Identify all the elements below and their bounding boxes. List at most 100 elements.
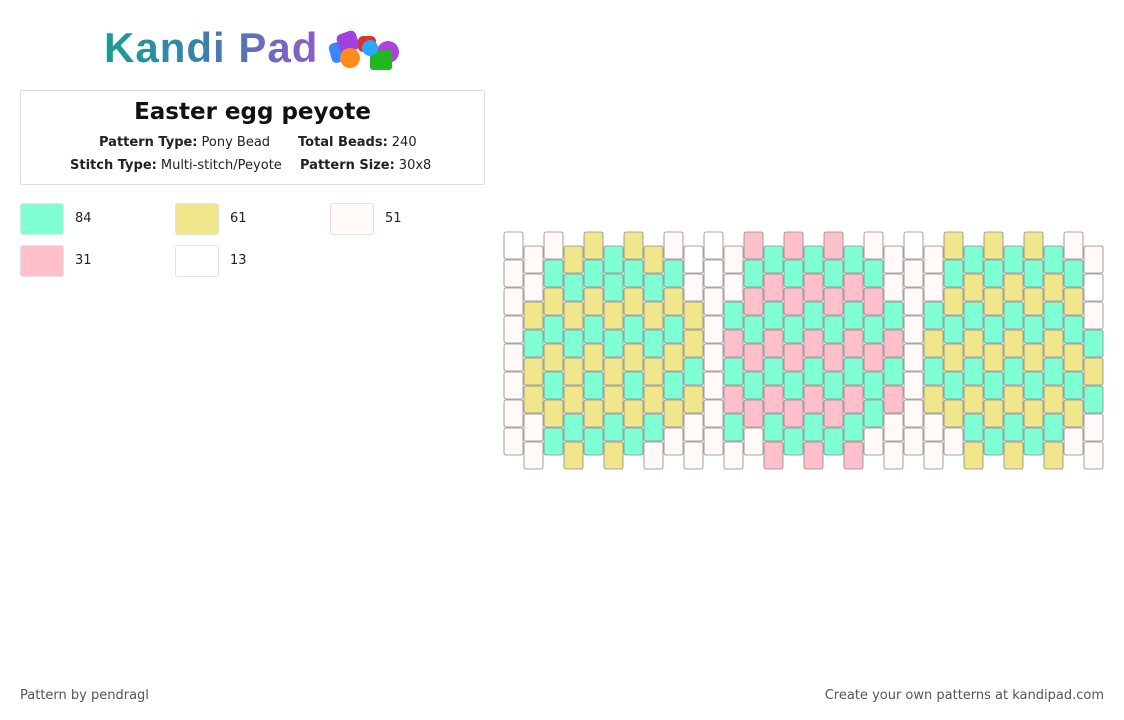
bead: [583, 315, 604, 344]
bead: [1063, 231, 1084, 260]
bead: [623, 231, 644, 260]
bead: [783, 259, 804, 288]
bead: [943, 427, 964, 456]
bead: [583, 343, 604, 372]
bead-grid: [503, 231, 1104, 470]
bead: [923, 273, 944, 302]
bead: [783, 427, 804, 456]
footer-link[interactable]: Create your own patterns at kandipad.com: [824, 688, 1104, 703]
bead: [623, 399, 644, 428]
bead: [1043, 385, 1064, 414]
bead: [1083, 273, 1104, 302]
bead: [683, 301, 704, 330]
bead: [503, 371, 524, 400]
bead: [523, 441, 544, 470]
bead: [543, 231, 564, 260]
bead: [583, 371, 604, 400]
pattern-title: Easter egg peyote: [134, 99, 371, 125]
bead: [543, 371, 564, 400]
field-label: Total Beads:: [298, 135, 388, 150]
field: Pattern Type: Pony Bead: [99, 135, 270, 150]
bead: [1043, 329, 1064, 358]
bead: [623, 315, 644, 344]
bead: [1003, 385, 1024, 414]
bead: [983, 287, 1004, 316]
bead: [883, 357, 904, 386]
bead: [703, 399, 724, 428]
bead: [503, 343, 524, 372]
bead: [663, 427, 684, 456]
bead: [803, 385, 824, 414]
bead-count: 13: [230, 253, 247, 268]
bead: [963, 245, 984, 274]
bead: [643, 301, 664, 330]
bead: [563, 441, 584, 470]
info-box: Easter egg peyote Pattern Type: Pony Bead…: [20, 90, 485, 185]
bead: [643, 385, 664, 414]
logo[interactable]: Kandi Pad: [104, 24, 319, 71]
bead: [843, 245, 864, 274]
bead: [663, 287, 684, 316]
bead: [723, 329, 744, 358]
bead: [963, 385, 984, 414]
bead: [983, 231, 1004, 260]
bead: [523, 329, 544, 358]
bead: [623, 259, 644, 288]
bead: [603, 245, 624, 274]
bead: [523, 301, 544, 330]
bead: [1043, 273, 1064, 302]
color-swatch: [20, 245, 64, 277]
bead: [563, 245, 584, 274]
bead: [723, 245, 744, 274]
bead: [1063, 399, 1084, 428]
bead: [1063, 427, 1084, 456]
bead: [643, 329, 664, 358]
bead: [903, 399, 924, 428]
bead: [763, 357, 784, 386]
bead: [743, 231, 764, 260]
bead: [983, 371, 1004, 400]
bead: [823, 343, 844, 372]
bead: [743, 287, 764, 316]
bead: [1043, 413, 1064, 442]
bead: [963, 357, 984, 386]
bead: [883, 413, 904, 442]
bead: [963, 301, 984, 330]
bead: [703, 315, 724, 344]
bead: [903, 343, 924, 372]
bead: [683, 357, 704, 386]
bead: [663, 315, 684, 344]
bead: [823, 399, 844, 428]
bead: [843, 385, 864, 414]
bead: [923, 357, 944, 386]
bead: [503, 231, 524, 260]
bead: [703, 287, 724, 316]
color-swatch: [330, 203, 374, 235]
bead: [903, 231, 924, 260]
bead: [803, 301, 824, 330]
bead: [523, 245, 544, 274]
bead: [803, 245, 824, 274]
bead: [983, 399, 1004, 428]
bead: [763, 385, 784, 414]
bead: [603, 385, 624, 414]
bead: [1063, 343, 1084, 372]
field-value: 30x8: [398, 158, 432, 173]
bead: [703, 231, 724, 260]
bead: [1023, 259, 1044, 288]
bead: [943, 315, 964, 344]
footer-credit: Pattern by pendragl: [20, 688, 149, 703]
bead: [923, 329, 944, 358]
bead: [863, 343, 884, 372]
bead: [683, 273, 704, 302]
bead: [783, 371, 804, 400]
bead: [763, 273, 784, 302]
bead: [563, 273, 584, 302]
bead: [783, 399, 804, 428]
bead: [763, 413, 784, 442]
bead: [783, 315, 804, 344]
bead: [963, 273, 984, 302]
bead: [663, 371, 684, 400]
bead: [763, 245, 784, 274]
